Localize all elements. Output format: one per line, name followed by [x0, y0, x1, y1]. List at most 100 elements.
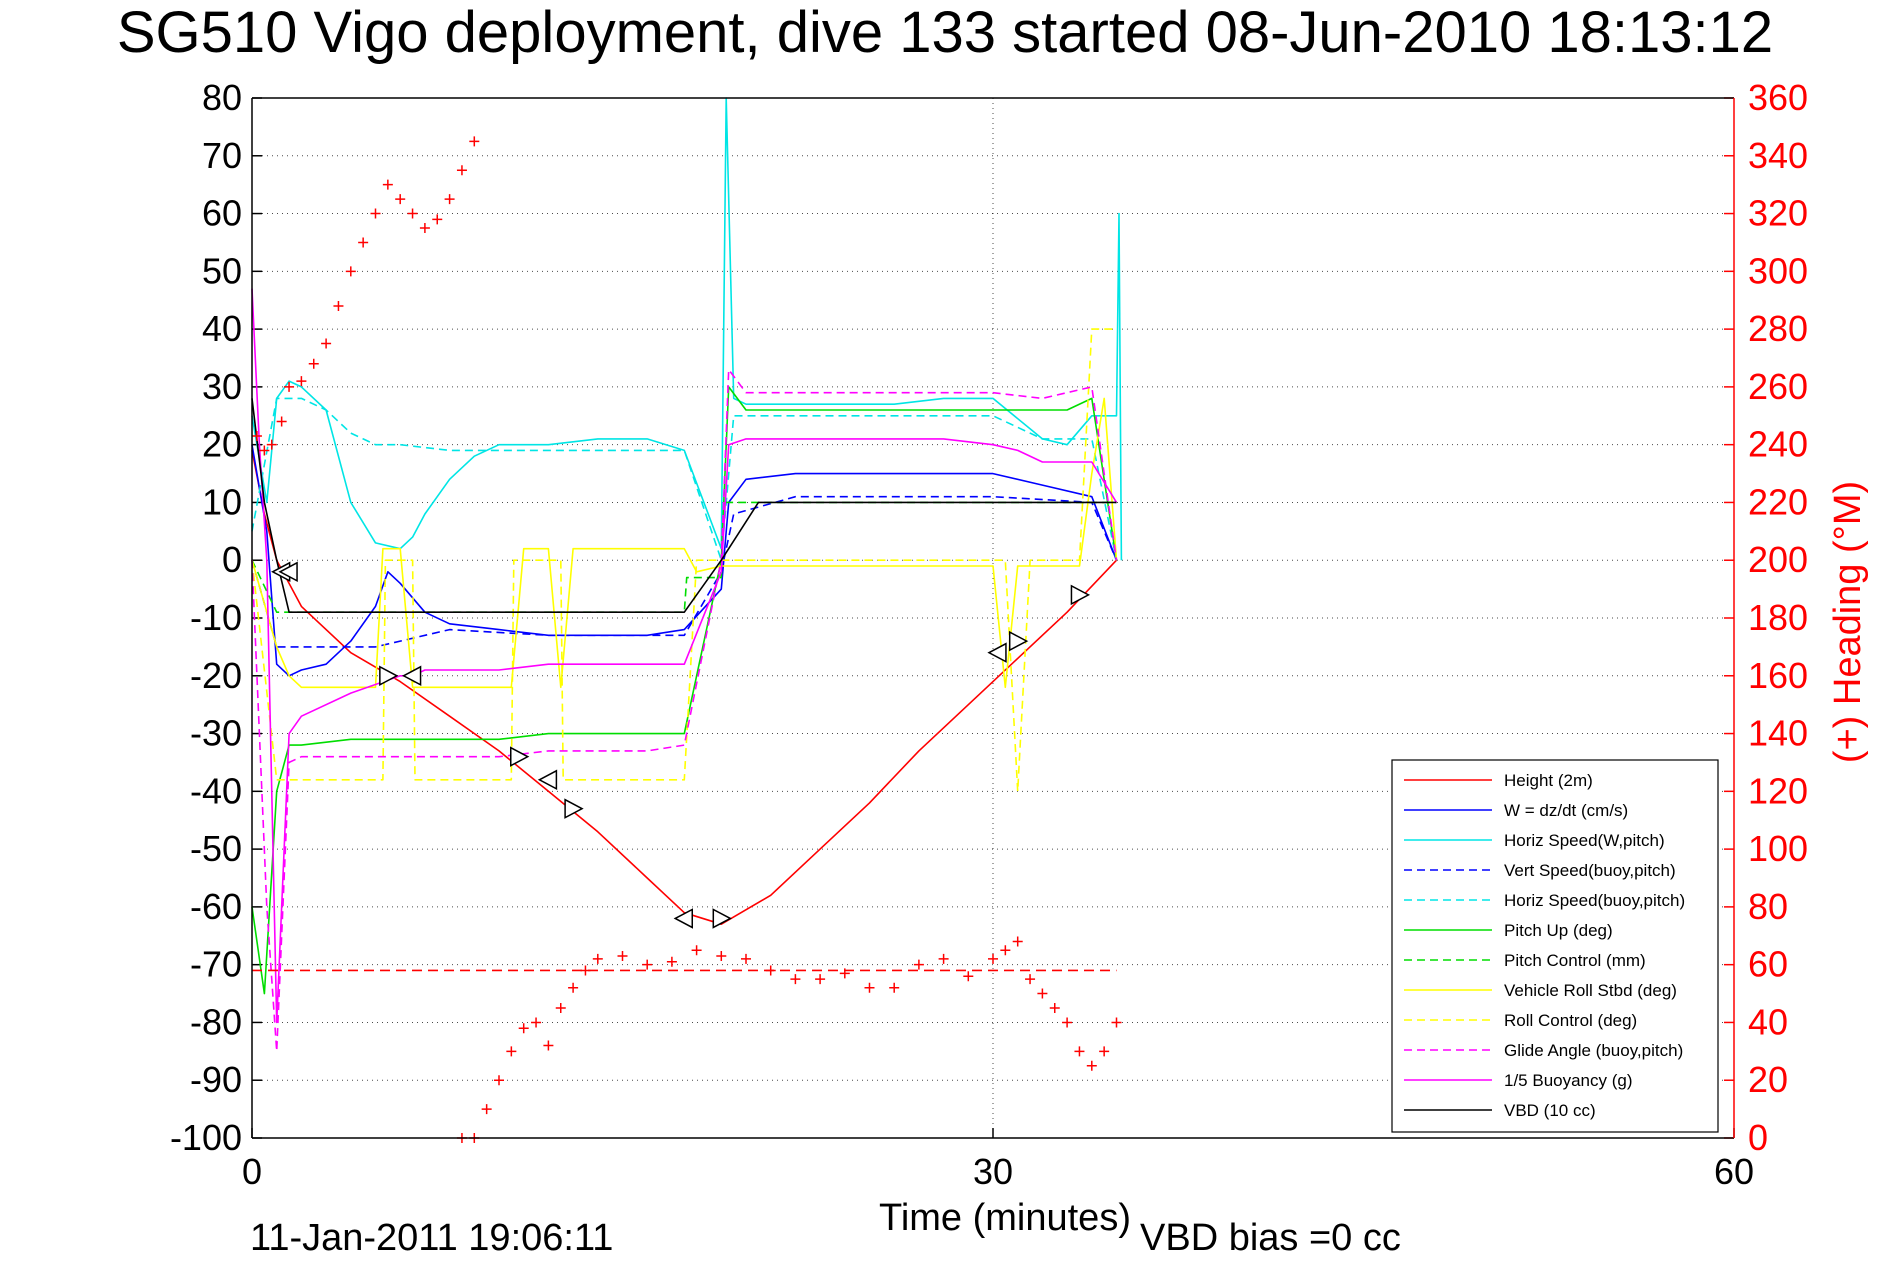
left-tick-label: -100: [170, 1117, 242, 1158]
series-line-vehicle-roll-stbd-deg: [251, 397, 1118, 689]
right-tick-label: 200: [1748, 539, 1808, 580]
right-tick-label: 340: [1748, 135, 1808, 176]
legend-label: Vert Speed(buoy,pitch): [1504, 861, 1676, 880]
left-tick-label: 0: [222, 539, 242, 580]
right-tick-label: 100: [1748, 828, 1808, 869]
state-marker: [510, 746, 530, 767]
state-markers: [271, 561, 1091, 929]
heading-point: [481, 1104, 492, 1115]
legend-label: Pitch Control (mm): [1504, 951, 1646, 970]
series-line-1-5-buoyancy-g: [251, 288, 1118, 1024]
right-tick-label: 360: [1748, 77, 1808, 118]
left-tick-label: 40: [202, 308, 242, 349]
legend-label: Vehicle Roll Stbd (deg): [1504, 981, 1677, 1000]
left-tick-label: -80: [190, 1001, 242, 1042]
heading-point: [444, 194, 455, 205]
heading-point: [617, 951, 628, 961]
heading-point: [1049, 1003, 1060, 1013]
series-line-glide-angle-buoy-pitch: [251, 368, 1118, 1053]
heading-point: [889, 982, 900, 993]
heading-point: [276, 416, 287, 427]
heading-point: [259, 445, 270, 456]
series-line-vbd-10-cc: [251, 398, 1117, 614]
left-tick-label: -70: [190, 944, 242, 985]
footer-vbd-bias: VBD bias =0 cc: [1140, 1217, 1401, 1259]
heading-point: [1086, 1060, 1097, 1071]
x-tick-label: 30: [973, 1151, 1013, 1192]
heading-point: [741, 953, 751, 964]
left-tick-label: -10: [190, 597, 242, 638]
heading-point: [518, 1023, 529, 1034]
heading-point: [1074, 1046, 1085, 1057]
heading-point: [333, 301, 344, 311]
heading-point: [407, 208, 418, 219]
right-tick-label: 60: [1748, 944, 1788, 985]
legend-label: Height (2m): [1504, 771, 1593, 790]
state-marker: [1008, 630, 1029, 652]
right-tick-label: 180: [1748, 597, 1808, 638]
state-marker: [1070, 584, 1091, 606]
right-axis-label: (+) Heading (°M): [1827, 481, 1869, 763]
series-line-pitch-up-deg: [251, 386, 1118, 995]
left-tick-label: -40: [190, 770, 242, 811]
heading-point: [456, 165, 467, 176]
heading-point: [1000, 945, 1011, 956]
legend-label: Pitch Up (deg): [1504, 921, 1613, 940]
heading-point: [308, 358, 319, 369]
x-tick-label: 0: [242, 1151, 262, 1192]
heading-point: [494, 1075, 504, 1086]
heading-point: [765, 965, 776, 976]
heading-point: [251, 431, 262, 441]
heading-point: [531, 1017, 542, 1028]
state-marker: [712, 908, 732, 929]
legend-label: Horiz Speed(W,pitch): [1504, 831, 1665, 850]
state-marker: [987, 642, 1007, 663]
left-tick-label: 20: [202, 424, 242, 465]
state-marker: [673, 908, 693, 929]
right-tick-label: 80: [1748, 886, 1788, 927]
heading-point: [432, 214, 443, 225]
plot-area: 80706050403020100-10-20-30-40-50-60-70-8…: [170, 77, 1808, 1192]
heading-point: [1111, 1017, 1122, 1028]
left-tick-label: 10: [202, 481, 242, 522]
left-tick-label: -30: [190, 713, 242, 754]
state-marker: [401, 665, 422, 687]
heading-point: [555, 1003, 566, 1013]
heading-point: [839, 968, 850, 979]
right-tick-label: 40: [1748, 1001, 1788, 1042]
legend-box: [1391, 759, 1719, 1133]
chart-title: SG510 Vigo deployment, dive 133 started …: [117, 0, 1773, 65]
legend-label: Glide Angle (buoy,pitch): [1504, 1041, 1683, 1060]
legend-label: Roll Control (deg): [1504, 1011, 1637, 1030]
heading-point: [716, 951, 727, 961]
series-line-pitch-control-mm: [251, 501, 1117, 614]
heading-point: [345, 266, 356, 277]
x-axis-label: Time (minutes): [879, 1197, 1131, 1239]
legend-label: Horiz Speed(buoy,pitch): [1504, 891, 1685, 910]
heading-point: [913, 959, 924, 970]
heading-point: [266, 439, 277, 450]
heading-point: [1062, 1017, 1073, 1028]
heading-point: [988, 953, 998, 964]
heading-markers: [251, 136, 1122, 1143]
left-tick-label: 80: [202, 77, 242, 118]
left-tick-label: -90: [190, 1059, 242, 1100]
heading-point: [321, 338, 332, 349]
series-line-vert-speed-buoy-pitch: [251, 495, 1118, 648]
heading-point: [864, 982, 875, 993]
heading-point: [358, 237, 369, 248]
left-tick-label: 60: [202, 193, 242, 234]
left-tick-label: -20: [190, 655, 242, 696]
heading-point: [1037, 988, 1048, 999]
series-group: [251, 97, 1123, 1053]
legend-label: VBD (10 cc): [1504, 1101, 1596, 1120]
heading-point: [395, 194, 406, 205]
right-tick-label: 260: [1748, 366, 1808, 407]
heading-point: [642, 959, 653, 970]
heading-point: [666, 956, 677, 967]
heading-point: [691, 945, 702, 956]
heading-point: [790, 974, 801, 985]
series-line-horiz-speed-buoy-pitch: [251, 397, 1118, 562]
series-line-height-2m: [251, 450, 1118, 926]
